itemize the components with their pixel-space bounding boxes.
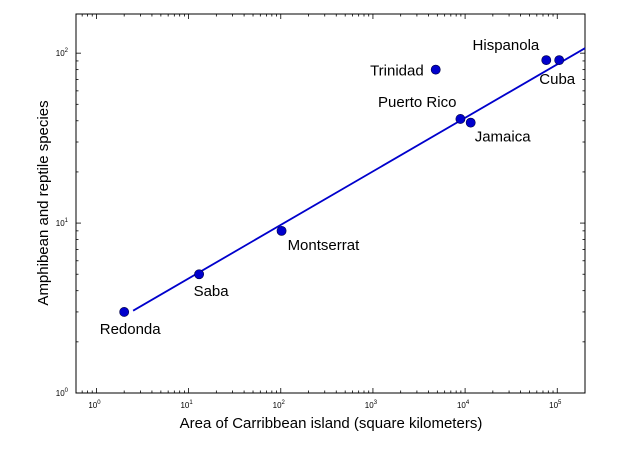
x-axis-ticks: 100 101 102 103 104 105 [75, 14, 586, 410]
data-point [554, 55, 565, 66]
data-point [119, 307, 130, 317]
y-tick-label: 101 [56, 218, 69, 228]
axes-frame [75, 13, 586, 394]
point-labels: Redonda Saba Montserrat Jamaica Puerto Rico T… [100, 37, 576, 338]
x-tick-label: 101 [180, 400, 193, 410]
plot-border [75, 13, 586, 394]
data-points [119, 55, 565, 317]
point-label: Redonda [100, 321, 162, 338]
y-tick-label: 102 [56, 48, 69, 58]
y-axis-title: Amphibean and reptile species [35, 100, 52, 305]
point-label: Saba [194, 283, 230, 300]
point-label: Trinidad [370, 63, 424, 80]
x-tick-label: 105 [549, 400, 562, 410]
data-point [465, 117, 476, 128]
x-axis-title: Area of Carribbean island (square kilome… [180, 415, 483, 432]
data-point [430, 64, 441, 75]
point-label: Jamaica [475, 129, 532, 146]
point-label: Cuba [539, 71, 576, 88]
y-tick-label: 100 [56, 388, 69, 398]
data-point [541, 55, 552, 66]
y-axis-ticks: 100 101 102 [56, 48, 585, 398]
data-point [194, 269, 205, 280]
x-tick-label: 102 [273, 400, 286, 410]
x-tick-label: 100 [88, 400, 101, 410]
point-label: Puerto Rico [378, 94, 456, 111]
data-point [276, 225, 287, 236]
point-label: Hispanola [473, 37, 540, 54]
x-tick-label: 104 [457, 400, 470, 410]
x-tick-label: 103 [365, 400, 378, 410]
data-point [455, 114, 466, 124]
fit-line-group [132, 47, 586, 312]
point-label: Montserrat [288, 237, 361, 254]
fit-line [132, 47, 586, 312]
